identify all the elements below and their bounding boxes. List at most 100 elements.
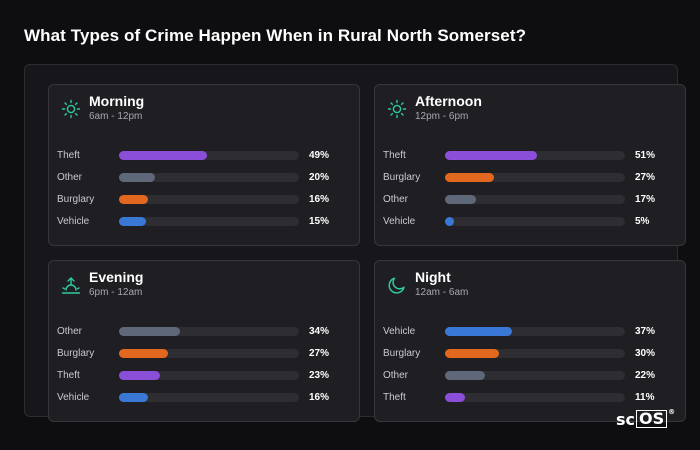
- bar-row: Burglary 27%: [375, 171, 685, 185]
- panel-title: Night: [415, 269, 451, 285]
- bar-fill: [119, 173, 155, 182]
- bar-fill: [119, 151, 208, 160]
- bar-value-label: 37%: [635, 326, 656, 337]
- page-title: What Types of Crime Happen When in Rural…: [24, 26, 527, 45]
- bar-label: Burglary: [57, 348, 95, 359]
- bar-label: Burglary: [383, 172, 421, 183]
- bar-label: Vehicle: [57, 216, 90, 227]
- bar-track: [119, 327, 299, 336]
- bar-track: [445, 327, 625, 336]
- bar-fill: [119, 393, 148, 402]
- bar-row: Vehicle 16%: [49, 391, 359, 405]
- bar-fill: [119, 371, 161, 380]
- bar-row: Vehicle 5%: [375, 215, 685, 229]
- bar-track: [119, 393, 299, 402]
- bar-label: Other: [383, 194, 409, 205]
- bar-track: [445, 217, 625, 226]
- bar-value-label: 20%: [309, 172, 330, 183]
- sun-icon: [61, 99, 81, 119]
- panel-title: Afternoon: [415, 93, 482, 109]
- bar-value-label: 49%: [309, 150, 330, 161]
- panel-title: Morning: [89, 93, 145, 109]
- bar-row: Other 34%: [49, 325, 359, 339]
- bar-fill: [445, 327, 512, 336]
- bar-row: Theft 23%: [49, 369, 359, 383]
- bar-label: Theft: [383, 392, 406, 403]
- panel-night: Night 12am - 6am Vehicle 37% Burglary 30% Ot…: [374, 260, 686, 422]
- bar-fill: [445, 371, 485, 380]
- panel-morning: Morning 6am - 12pm Theft 49% Other 20% Burgl…: [48, 84, 360, 246]
- bar-label: Vehicle: [383, 216, 416, 227]
- bar-label: Theft: [57, 150, 80, 161]
- bar-row: Theft 51%: [375, 149, 685, 163]
- bar-label: Other: [57, 172, 83, 183]
- bar-track: [445, 393, 625, 402]
- bar-label: Theft: [57, 370, 80, 381]
- bar-track: [119, 217, 299, 226]
- sunset-icon: [61, 275, 81, 295]
- bar-track: [119, 195, 299, 204]
- bar-fill: [445, 393, 465, 402]
- bar-label: Other: [383, 370, 409, 381]
- bar-fill: [445, 195, 476, 204]
- bar-row: Other 20%: [49, 171, 359, 185]
- logo-box-text: OS: [636, 410, 668, 428]
- bar-fill: [445, 349, 499, 358]
- bar-value-label: 5%: [635, 216, 650, 227]
- bar-track: [445, 151, 625, 160]
- bar-row: Theft 11%: [375, 391, 685, 405]
- bar-track: [445, 371, 625, 380]
- scos-logo: sc OS ®: [616, 408, 676, 429]
- logo-text: sc: [616, 409, 636, 429]
- bar-fill: [445, 217, 454, 226]
- panel-subtitle: 12pm - 6pm: [415, 111, 469, 122]
- bar-label: Vehicle: [57, 392, 90, 403]
- bar-label: Burglary: [383, 348, 421, 359]
- bar-row: Burglary 16%: [49, 193, 359, 207]
- registered-mark: ®: [668, 408, 676, 416]
- bar-track: [119, 173, 299, 182]
- panel-afternoon: Afternoon 12pm - 6pm Theft 51% Burglary 27%…: [374, 84, 686, 246]
- bar-row: Vehicle 15%: [49, 215, 359, 229]
- panel-subtitle: 6pm - 12am: [89, 287, 143, 298]
- panel-subtitle: 12am - 6am: [415, 287, 469, 298]
- bar-value-label: 51%: [635, 150, 656, 161]
- bar-row: Burglary 30%: [375, 347, 685, 361]
- bar-fill: [445, 173, 494, 182]
- bar-value-label: 30%: [635, 348, 656, 359]
- bar-fill: [119, 217, 146, 226]
- bar-track: [445, 349, 625, 358]
- bar-track: [445, 195, 625, 204]
- bar-value-label: 34%: [309, 326, 330, 337]
- bar-value-label: 22%: [635, 370, 656, 381]
- bar-row: Other 17%: [375, 193, 685, 207]
- bar-value-label: 17%: [635, 194, 656, 205]
- bar-row: Vehicle 37%: [375, 325, 685, 339]
- bar-value-label: 27%: [309, 348, 330, 359]
- panel-evening: Evening 6pm - 12am Other 34% Burglary 27% Th…: [48, 260, 360, 422]
- panel-subtitle: 6am - 12pm: [89, 111, 143, 122]
- panel-title: Evening: [89, 269, 144, 285]
- bar-row: Other 22%: [375, 369, 685, 383]
- bar-fill: [119, 349, 168, 358]
- bar-track: [119, 151, 299, 160]
- bar-value-label: 27%: [635, 172, 656, 183]
- bar-value-label: 23%: [309, 370, 330, 381]
- moon-icon: [387, 275, 407, 295]
- bar-value-label: 16%: [309, 194, 330, 205]
- bar-fill: [445, 151, 537, 160]
- bar-row: Theft 49%: [49, 149, 359, 163]
- bar-value-label: 11%: [635, 392, 655, 403]
- sun-icon: [387, 99, 407, 119]
- bar-fill: [119, 327, 181, 336]
- bar-row: Burglary 27%: [49, 347, 359, 361]
- bar-label: Vehicle: [383, 326, 416, 337]
- bar-track: [445, 173, 625, 182]
- bar-label: Other: [57, 326, 83, 337]
- bar-track: [119, 349, 299, 358]
- bar-label: Theft: [383, 150, 406, 161]
- bar-value-label: 16%: [309, 392, 330, 403]
- bar-label: Burglary: [57, 194, 95, 205]
- bar-fill: [119, 195, 148, 204]
- bar-track: [119, 371, 299, 380]
